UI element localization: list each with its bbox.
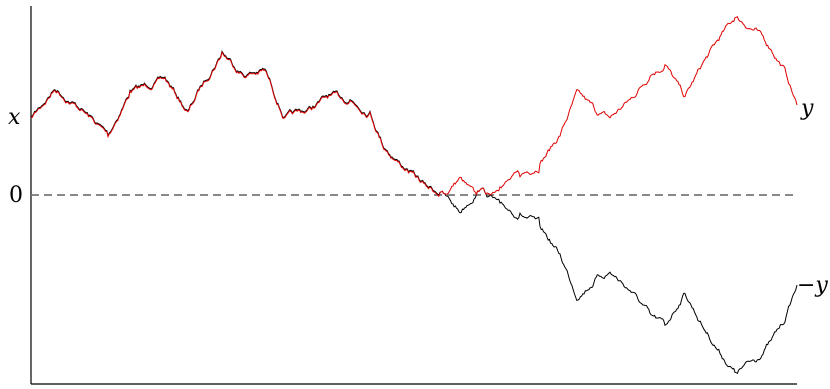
- label-zero: 0: [9, 183, 23, 208]
- reflected-path: [30, 16, 798, 198]
- label-x: x: [8, 105, 21, 130]
- original-path: [30, 50, 798, 374]
- label-neg-y: −y: [797, 273, 828, 298]
- label-y: y: [800, 96, 814, 121]
